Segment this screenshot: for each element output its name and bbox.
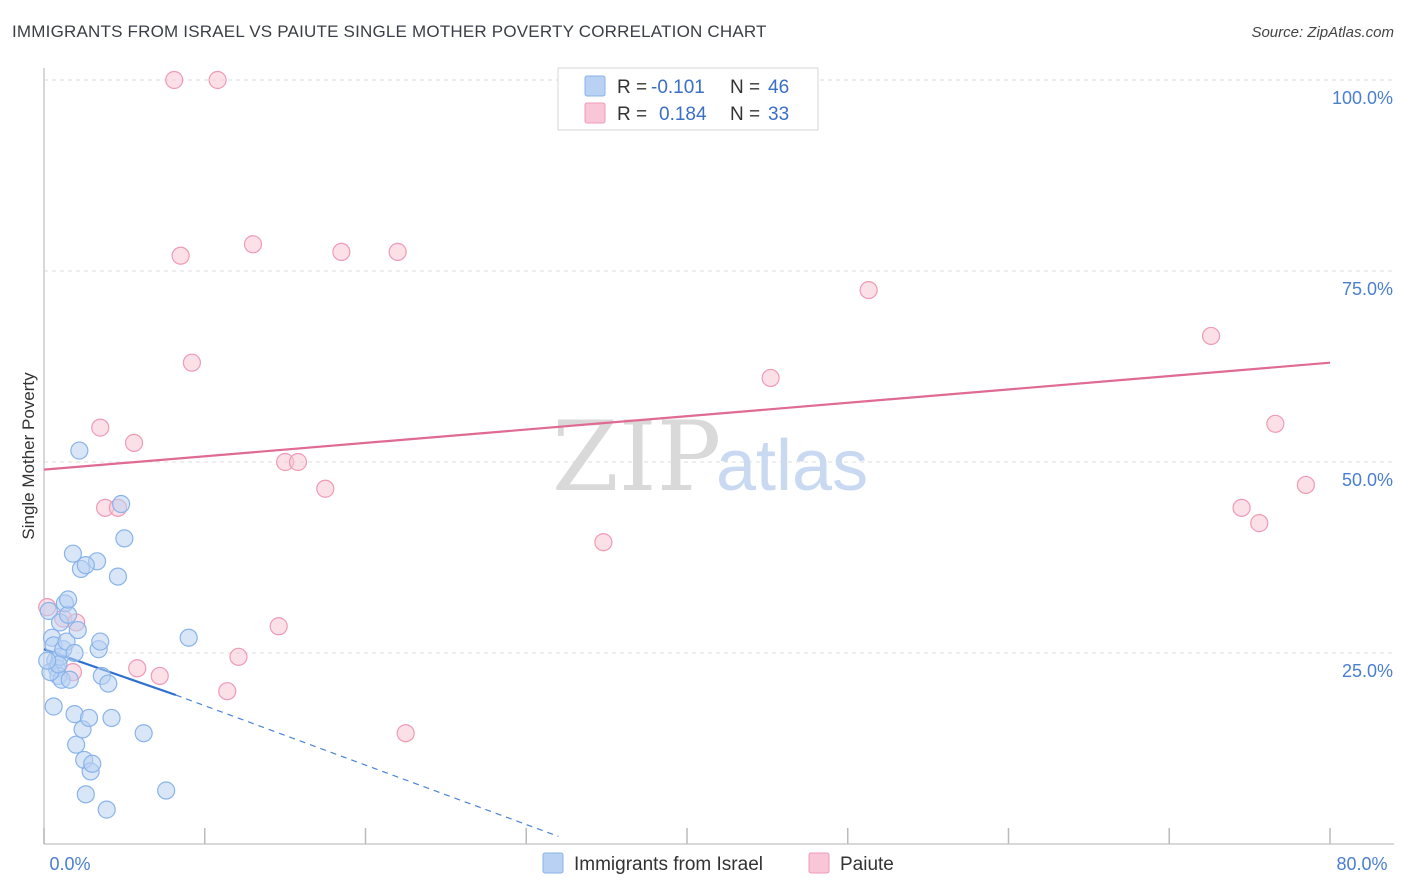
data-point-israel-37 [134, 724, 153, 743]
y-tick-label-75: 75.0% [1342, 279, 1393, 299]
watermark-atlas: atlas [716, 426, 868, 506]
data-point-paiute-8 [128, 659, 147, 678]
data-point-paiute-22 [388, 242, 407, 261]
data-point-paiute-23 [396, 724, 415, 743]
data-point-israel-17 [68, 620, 87, 640]
trend-line-israel-extension [175, 694, 559, 837]
data-point-israel-39 [179, 628, 198, 647]
stats-legend-n-label-paiute: N = [730, 104, 760, 125]
data-point-israel-38 [157, 781, 176, 800]
data-point-israel-25 [83, 754, 102, 773]
data-point-paiute-28 [1201, 326, 1221, 346]
data-point-paiute-14 [218, 682, 237, 701]
watermark: ZIP atlas [552, 401, 868, 513]
data-point-israel-30 [76, 556, 95, 575]
stats-legend-n-label-israel: N = [730, 77, 760, 98]
data-point-israel-36 [115, 529, 134, 548]
y-tick-label-100: 100.0% [1332, 88, 1393, 108]
chart-source: Source: ZipAtlas.com [1251, 24, 1394, 41]
legend-swatch-israel [542, 852, 564, 874]
data-point-paiute-4 [91, 418, 110, 437]
data-point-paiute-13 [208, 70, 227, 90]
data-point-israel-28 [91, 632, 110, 651]
data-point-israel-22 [76, 785, 95, 804]
data-point-paiute-29 [1232, 498, 1251, 517]
data-point-paiute-25 [761, 368, 780, 388]
data-point-israel-44 [65, 643, 84, 663]
data-point-israel-0 [39, 601, 58, 621]
data-point-paiute-32 [1296, 475, 1315, 495]
data-point-paiute-26 [859, 281, 878, 300]
legend-swatch-paiute [808, 852, 830, 874]
stats-legend-r-paiute: 0.184 [659, 104, 707, 125]
data-point-israel-23 [79, 708, 99, 728]
data-point-paiute-16 [243, 235, 263, 254]
data-point-paiute-20 [316, 479, 335, 498]
stats-legend-swatch-israel [584, 75, 606, 97]
data-points [38, 70, 1315, 819]
data-point-israel-12 [59, 605, 78, 624]
chart-title: IMMIGRANTS FROM ISRAEL VS PAIUTE SINGLE … [12, 22, 767, 41]
data-point-paiute-31 [1266, 414, 1285, 433]
data-point-israel-31 [97, 800, 116, 819]
grid-lines [44, 79, 1394, 654]
stats-legend-swatch-paiute [584, 102, 606, 124]
data-point-israel-14 [63, 544, 83, 563]
x-tick-label-min: 0.0% [49, 854, 90, 874]
data-point-paiute-15 [229, 647, 248, 666]
stats-legend: R = -0.101 N = 46 R = 0.184 N = 33 [557, 67, 819, 131]
data-point-israel-16 [67, 735, 86, 754]
legend-label-israel: Immigrants from Israel [574, 854, 763, 875]
stats-legend-r-label-paiute: R = [617, 104, 647, 125]
data-point-israel-34 [99, 674, 118, 693]
x-axis-ticks [43, 828, 1331, 844]
watermark-zip: ZIP [552, 401, 721, 513]
stats-legend-n-paiute: 33 [768, 104, 789, 125]
stats-legend-n-israel: 46 [768, 77, 789, 98]
data-point-israel-18 [70, 441, 89, 460]
data-point-paiute-21 [332, 242, 351, 261]
data-point-israel-41 [44, 697, 63, 716]
data-point-paiute-7 [124, 433, 144, 452]
data-point-paiute-11 [171, 246, 190, 265]
y-tick-label-25: 25.0% [1342, 661, 1393, 681]
data-point-israel-42 [59, 590, 78, 609]
legend-label-paiute: Paiute [840, 854, 894, 875]
data-point-paiute-24 [594, 533, 613, 552]
trend-line-paiute [43, 361, 1331, 471]
data-point-israel-45 [38, 651, 57, 670]
y-tick-labels: 25.0% 50.0% 75.0% 100.0% [1332, 88, 1393, 681]
x-tick-label-max: 80.0% [1336, 854, 1387, 874]
y-axis-label: Single Mother Poverty [19, 372, 38, 540]
data-point-paiute-9 [150, 666, 169, 686]
data-point-paiute-30 [1250, 514, 1269, 533]
series-legend: Immigrants from Israel Paiute [542, 852, 894, 875]
data-point-paiute-12 [182, 353, 201, 372]
data-point-israel-13 [60, 670, 79, 689]
data-point-paiute-17 [269, 617, 288, 636]
stats-legend-r-israel: -0.101 [651, 77, 705, 98]
y-tick-label-50: 50.0% [1342, 470, 1393, 490]
data-point-paiute-19 [288, 452, 308, 472]
data-point-israel-32 [102, 708, 121, 728]
data-point-paiute-10 [165, 70, 184, 90]
stats-legend-r-label-israel: R = [617, 77, 647, 98]
data-point-israel-35 [112, 494, 131, 514]
data-point-israel-33 [108, 567, 128, 586]
